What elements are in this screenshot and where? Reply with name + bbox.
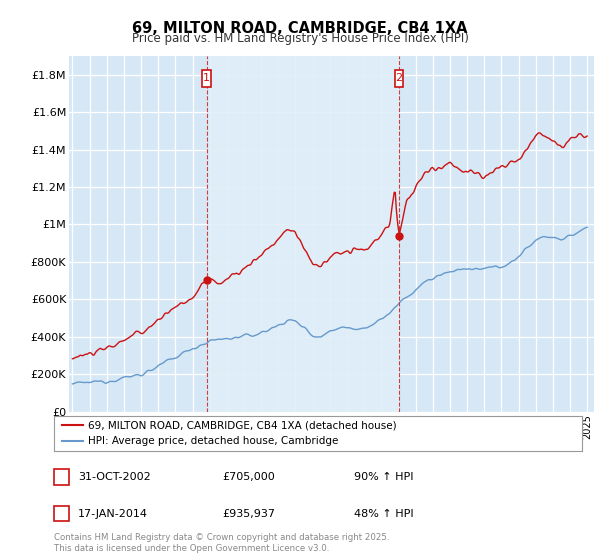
Text: 69, MILTON ROAD, CAMBRIDGE, CB4 1XA: 69, MILTON ROAD, CAMBRIDGE, CB4 1XA: [132, 21, 468, 36]
Text: 69, MILTON ROAD, CAMBRIDGE, CB4 1XA (detached house): 69, MILTON ROAD, CAMBRIDGE, CB4 1XA (det…: [88, 421, 397, 431]
Text: 90% ↑ HPI: 90% ↑ HPI: [354, 472, 413, 482]
Text: Contains HM Land Registry data © Crown copyright and database right 2025.
This d: Contains HM Land Registry data © Crown c…: [54, 533, 389, 553]
Text: 17-JAN-2014: 17-JAN-2014: [78, 508, 148, 519]
Text: 48% ↑ HPI: 48% ↑ HPI: [354, 508, 413, 519]
Text: 2: 2: [395, 73, 403, 83]
Text: HPI: Average price, detached house, Cambridge: HPI: Average price, detached house, Camb…: [88, 436, 338, 446]
Text: 31-OCT-2002: 31-OCT-2002: [78, 472, 151, 482]
Bar: [207, 56, 399, 412]
Text: 1: 1: [58, 472, 65, 482]
Text: £705,000: £705,000: [222, 472, 275, 482]
Bar: [395, 69, 403, 87]
Text: Price paid vs. HM Land Registry's House Price Index (HPI): Price paid vs. HM Land Registry's House …: [131, 32, 469, 45]
Text: 2: 2: [58, 508, 65, 519]
Bar: [202, 69, 211, 87]
Text: 1: 1: [203, 73, 210, 83]
Text: £935,937: £935,937: [222, 508, 275, 519]
